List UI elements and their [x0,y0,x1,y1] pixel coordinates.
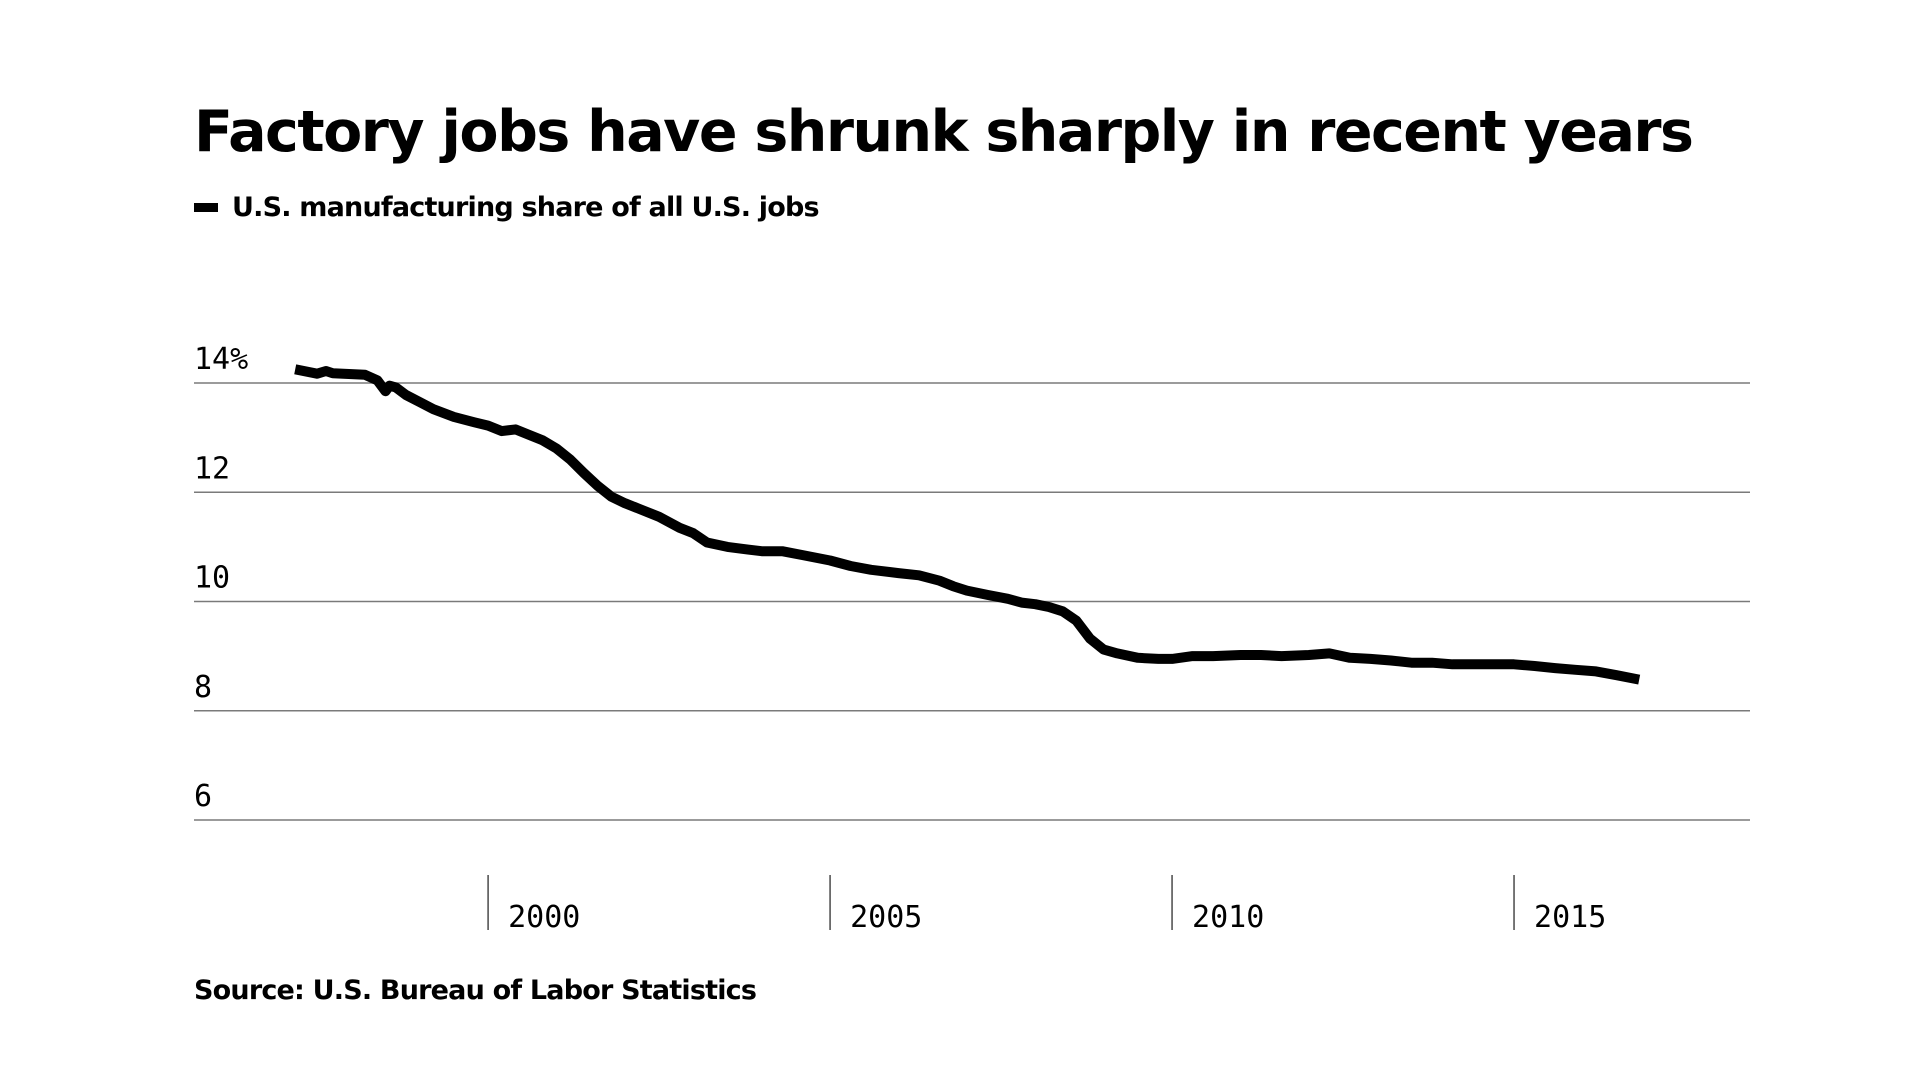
gridlines [194,382,1750,821]
series-layer [294,364,1641,685]
x-tick-label: 2015 [1534,900,1606,935]
legend-swatch [194,202,218,212]
y-tick-label: 8 [194,670,212,705]
y-tick-label: 12 [194,451,230,486]
y-axis-ticks: 14% 12 10 8 6 [194,342,248,814]
y-tick-label: 14% [194,342,248,377]
source-note: Source: U.S. Bureau of Labor Statistics [194,975,757,1006]
x-tick-label: 2005 [850,900,922,935]
x-tick-label: 2000 [508,900,580,935]
x-tick-label: 2010 [1192,900,1264,935]
legend-label: U.S. manufacturing share of all U.S. job… [232,191,820,223]
y-tick-label: 6 [194,779,212,814]
y-tick-label: 10 [194,561,230,596]
x-axis-ticks: 2000 2005 2010 2015 [487,875,1606,935]
legend: U.S. manufacturing share of all U.S. job… [194,190,820,224]
chart-title: Factory jobs have shrunk sharply in rece… [194,99,1694,165]
series-line [294,364,1641,685]
